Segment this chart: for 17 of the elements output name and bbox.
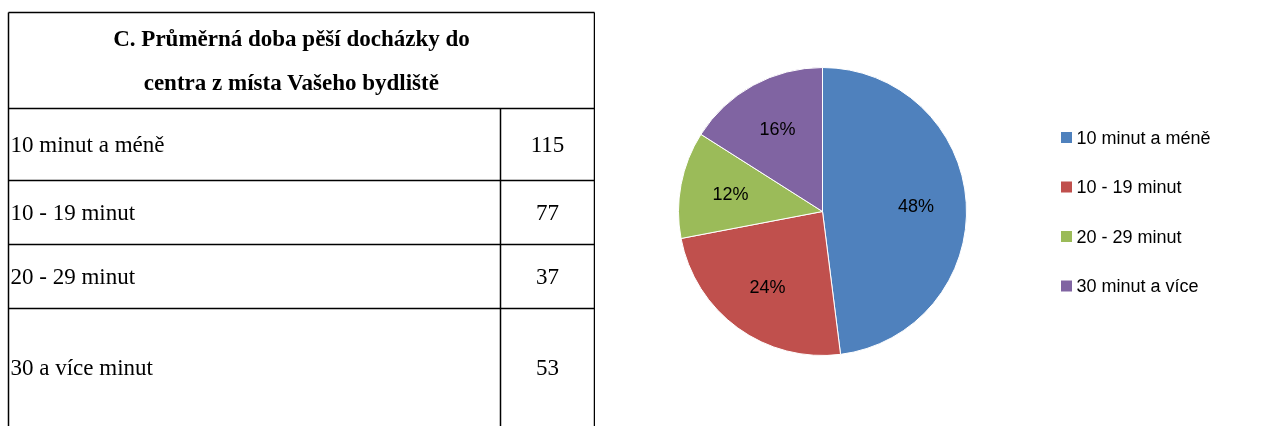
category-label: 10 - 19 minut bbox=[10, 200, 136, 225]
legend-label: 10 - 19 minut bbox=[1076, 177, 1182, 197]
data-label: 16% bbox=[759, 119, 796, 140]
category-label: 30 a více minut bbox=[10, 355, 154, 380]
legend-label: 30 minut a více bbox=[1076, 276, 1199, 296]
legend-label: 10 minut a méně bbox=[1076, 127, 1211, 148]
category-label: 20 - 29 minut bbox=[10, 264, 136, 289]
category-label: 10 minut a méně bbox=[10, 132, 165, 157]
data-label: 48% bbox=[897, 195, 934, 216]
data-label: 37 bbox=[536, 264, 559, 289]
data-label: 115 bbox=[530, 132, 565, 157]
data-label: 24% bbox=[749, 277, 786, 298]
data-label: 12% bbox=[712, 183, 749, 204]
data-label: 53 bbox=[536, 355, 559, 380]
data-label: 77 bbox=[536, 200, 559, 225]
legend-label: 20 - 29 minut bbox=[1076, 226, 1182, 247]
text: C. Průměrná doba pěší docházky do centra z místa Vašeho bydliště bbox=[113, 26, 470, 95]
